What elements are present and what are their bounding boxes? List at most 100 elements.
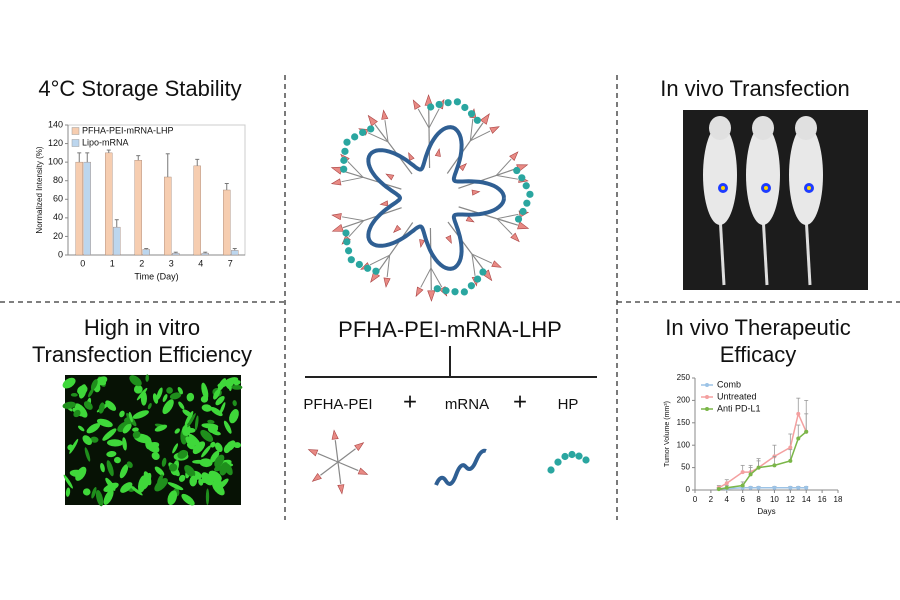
cell (167, 490, 178, 506)
legend-label: Untreated (717, 391, 757, 401)
cell (189, 475, 198, 487)
ligand (434, 147, 441, 157)
cell (217, 378, 227, 391)
cell (162, 394, 168, 402)
cell (232, 400, 237, 407)
ligand (381, 109, 389, 120)
cell (106, 460, 114, 477)
branch (341, 170, 402, 190)
cell (177, 387, 184, 395)
bead (467, 282, 475, 290)
cell (210, 441, 216, 448)
panel-title: In vivo Transfection (660, 76, 850, 101)
cell (177, 449, 188, 459)
cell (223, 443, 232, 454)
ligand (419, 239, 426, 249)
cell (186, 392, 195, 402)
branch (469, 118, 474, 141)
legend-label: PFHA-PEI-mRNA-LHP (82, 125, 174, 135)
branch (496, 218, 513, 235)
ligand (479, 113, 490, 125)
signal (807, 186, 811, 190)
y-tick-label: 0 (58, 249, 63, 259)
legend-swatch (71, 139, 80, 147)
ligand (465, 215, 475, 223)
bar (83, 161, 91, 256)
signal (764, 186, 768, 190)
cell (75, 466, 87, 481)
cell (211, 474, 219, 483)
branch (317, 452, 339, 463)
error-bar (136, 155, 141, 161)
cell (210, 406, 223, 417)
cell (129, 375, 142, 387)
bead (514, 215, 523, 223)
bead (427, 103, 435, 111)
x-tick-label: 7 (228, 258, 233, 268)
cell (192, 441, 206, 455)
cell (96, 418, 113, 428)
branch (447, 221, 486, 273)
cell (225, 378, 234, 387)
y-tick-label: 80 (53, 175, 63, 185)
cell (229, 409, 239, 424)
branch (334, 440, 339, 463)
panel-title: High in vitro (84, 315, 200, 340)
x-tick-label: 3 (169, 258, 174, 268)
ligand (471, 189, 481, 196)
bead (522, 182, 530, 190)
bar (105, 152, 113, 256)
cell (145, 437, 152, 450)
bead (473, 275, 482, 283)
cell (174, 428, 180, 434)
legend-swatch (705, 383, 709, 387)
branch (496, 174, 519, 180)
bead (340, 156, 348, 164)
cell (194, 415, 199, 431)
cell (154, 466, 165, 476)
branch (374, 123, 413, 175)
point (756, 485, 761, 490)
bead (435, 100, 443, 109)
point (804, 429, 809, 434)
cell (83, 401, 93, 410)
bead (575, 452, 583, 460)
cell (132, 427, 139, 432)
point (804, 485, 809, 490)
error-bar (203, 251, 208, 254)
cell (87, 387, 95, 398)
cell (219, 402, 226, 415)
component-label: PFHA-PEI (303, 396, 372, 413)
error-bar (85, 152, 90, 163)
cell (154, 424, 168, 432)
x-tick-label: 2 (709, 495, 714, 504)
cell (106, 439, 124, 447)
bead (359, 128, 367, 137)
cell (126, 461, 133, 468)
ligand (445, 234, 452, 244)
cell (178, 401, 185, 410)
point (724, 481, 729, 486)
cell (156, 387, 163, 400)
legend-label: Anti PD-L1 (717, 403, 761, 413)
point (796, 411, 801, 416)
branch (458, 206, 519, 226)
point (788, 445, 793, 450)
mrna-loop (366, 125, 506, 271)
ligand (383, 277, 391, 288)
bead (453, 98, 461, 106)
ligand (311, 472, 322, 482)
cell (161, 457, 167, 467)
ligand (415, 286, 424, 298)
y-tick-label: 40 (53, 212, 63, 222)
bead (582, 456, 590, 464)
cell (130, 485, 143, 496)
cell (86, 423, 101, 434)
component-label: mRNA (445, 396, 489, 413)
cell (113, 456, 121, 464)
x-tick-label: 16 (818, 495, 827, 504)
y-tick-label: 60 (53, 194, 63, 204)
cell (77, 385, 88, 395)
tail (718, 214, 726, 286)
ligand (427, 290, 436, 302)
